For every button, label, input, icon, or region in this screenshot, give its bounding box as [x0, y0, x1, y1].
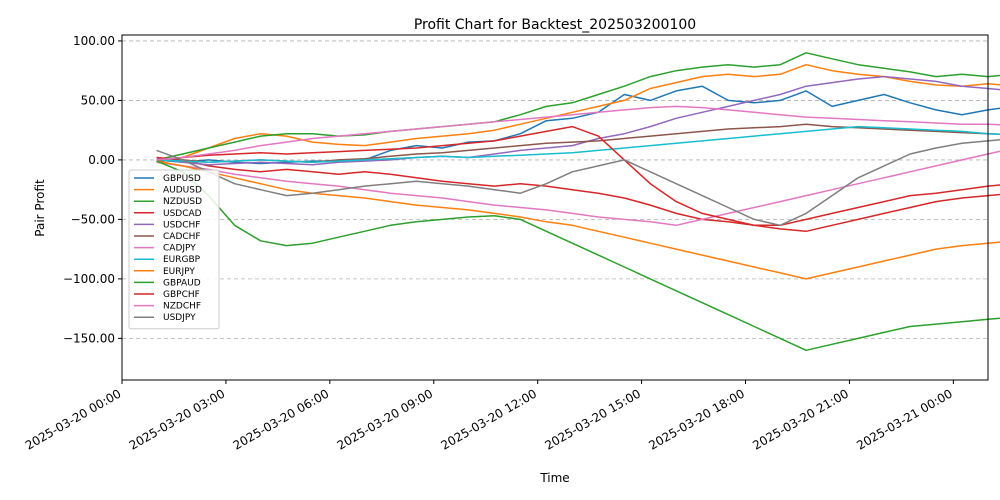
series-line-usdjpy: [156, 139, 1000, 227]
series-line-usdchf: [156, 75, 1000, 166]
x-tick-label: 2025-03-21 00:00: [854, 386, 955, 452]
series-line-cadchf: [156, 123, 1000, 164]
x-tick-label: 2025-03-20 15:00: [542, 386, 643, 452]
y-tick-label: −50.00: [71, 212, 115, 226]
y-tick-label: −150.00: [63, 331, 115, 345]
y-tick-label: 50.00: [81, 93, 115, 107]
series-layer: [156, 52, 1000, 352]
legend-label: NZDUSD: [163, 197, 202, 207]
x-tick-label: 2025-03-20 00:00: [23, 386, 124, 452]
legend-label: USDCAD: [163, 209, 202, 219]
legend-label: CADCHF: [163, 232, 201, 242]
legend-label: NZDCHF: [163, 302, 201, 312]
series-line-gbpaud: [156, 160, 1000, 352]
grid-layer: [122, 40, 988, 339]
y-tick-label: 100.00: [73, 34, 115, 48]
series-line-eurgbp: [156, 125, 1000, 164]
y-axis-label: Pair Profit: [33, 179, 47, 237]
y-axis-ticks: 100.00 50.00 0.00 −50.00 −100.00 −150.00: [63, 34, 122, 345]
legend-label: EURJPY: [163, 267, 195, 277]
series-line-eurjpy: [156, 160, 1000, 280]
legend-label: GBPCHF: [163, 290, 200, 300]
legend-label: CADJPY: [163, 244, 196, 254]
x-tick-label: 2025-03-20 09:00: [335, 386, 436, 452]
y-tick-label: 0.00: [88, 153, 115, 167]
legend-box: [128, 169, 220, 330]
series-line-nzdusd: [156, 52, 1000, 161]
x-tick-label: 2025-03-20 03:00: [127, 386, 228, 452]
x-axis-ticks: 2025-03-20 00:00 2025-03-20 03:00 2025-03-…: [23, 380, 955, 453]
series-line-gbpchf: [156, 125, 1000, 233]
legend-label: USDJPY: [163, 313, 196, 323]
chart-title: Profit Chart for Backtest_202503200100: [414, 17, 696, 33]
series-line-nzdchf: [156, 105, 1000, 161]
x-tick-label: 2025-03-20 06:00: [231, 386, 332, 452]
legend-label: GBPUSD: [163, 174, 201, 184]
series-line-audusd: [156, 63, 1000, 161]
legend-label: USDCHF: [163, 220, 200, 230]
x-axis-label: Time: [539, 471, 569, 485]
legend-label: EURGBP: [163, 255, 201, 265]
x-tick-label: 2025-03-20 21:00: [750, 386, 851, 452]
x-tick-label: 2025-03-20 12:00: [439, 386, 540, 452]
y-tick-label: −100.00: [63, 272, 115, 286]
legend-label: GBPAUD: [163, 278, 201, 288]
plot-frame: [121, 34, 989, 381]
legend-label: AUDUSD: [163, 186, 202, 196]
x-tick-label: 2025-03-20 18:00: [646, 386, 747, 452]
series-line-cadjpy: [156, 150, 1000, 227]
